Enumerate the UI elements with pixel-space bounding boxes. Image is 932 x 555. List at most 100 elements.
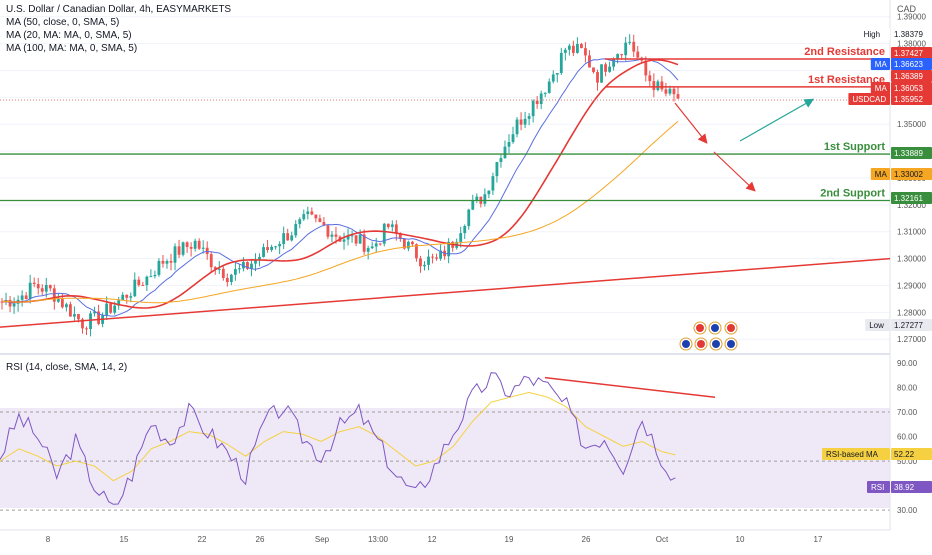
candle-body: [644, 60, 648, 76]
candle-body: [415, 244, 418, 259]
candle-body: [266, 247, 269, 250]
candle-body: [431, 256, 434, 258]
candle-body: [60, 298, 64, 308]
candle-body: [12, 303, 16, 307]
candle-body: [294, 224, 298, 236]
candle-body: [567, 45, 571, 50]
event-flags[interactable]: [679, 321, 738, 351]
candle-body: [531, 100, 535, 117]
level-label: 2nd Support: [820, 188, 885, 200]
candle-body: [555, 72, 559, 75]
time-tick-label: 12: [428, 535, 437, 544]
candle-body: [330, 234, 334, 237]
candle-body: [624, 42, 628, 56]
candle-body: [398, 233, 402, 239]
candle-body: [161, 260, 165, 264]
candle-body: [310, 211, 314, 215]
candle-body: [656, 81, 660, 91]
candle-body: [406, 241, 410, 249]
time-tick-label: Oct: [656, 535, 669, 544]
price-label-value: 1.37427: [894, 49, 923, 58]
candle-body: [471, 200, 475, 210]
event-flag-dot: [697, 340, 705, 348]
moving-averages: [1, 57, 679, 317]
arrow-up: [739, 98, 815, 142]
rsi-label-tag-bg: [867, 481, 890, 493]
candle-body: [318, 218, 322, 223]
price-label-bg: [891, 168, 932, 180]
candle-body: [209, 254, 213, 268]
candle-body: [97, 311, 100, 324]
candle-body: [52, 288, 56, 302]
candle-body: [201, 247, 205, 249]
candle-body: [334, 234, 338, 237]
candle-body: [77, 314, 80, 320]
candle-body: [20, 295, 24, 300]
rsi-label-value: 52.22: [894, 450, 915, 459]
candle-body: [225, 277, 229, 283]
candle-body: [254, 259, 257, 264]
candle-body: [246, 262, 249, 269]
candle-body: [427, 256, 430, 265]
candle-body: [141, 285, 145, 287]
candle-body: [423, 264, 426, 267]
candle-body: [527, 116, 531, 119]
candle-body: [459, 233, 463, 242]
candle-body: [596, 72, 599, 83]
event-flag-dot: [696, 324, 704, 332]
candle-body: [44, 284, 48, 292]
rsi-tick-label: 80.00: [897, 383, 918, 392]
candle-body: [117, 300, 121, 306]
legend-ma-20: MA (20, MA: MA, 0, SMA, 5): [6, 30, 132, 41]
price-label-value: 1.36053: [894, 84, 923, 93]
price-label-tag-bg: [848, 93, 890, 105]
candle-body: [286, 233, 290, 241]
candle-body: [411, 241, 414, 245]
candle-body: [69, 304, 72, 317]
candle-body: [475, 196, 479, 201]
arrow-down-1: [674, 102, 708, 144]
price-label-tag-bg: [870, 82, 890, 94]
rsi-tick-label: 70.00: [897, 408, 918, 417]
rsi-label-tag-bg: [822, 448, 890, 460]
candle-body: [157, 260, 161, 275]
price-tick-label: 1.35000: [897, 120, 926, 129]
rsi-label-bg: [891, 481, 932, 493]
candle-body: [370, 246, 374, 249]
time-tick-label: 13:00: [368, 535, 389, 544]
price-label-tag: MA: [875, 170, 888, 179]
level-label: 1st Resistance: [808, 74, 885, 86]
candle-body: [636, 51, 640, 58]
candle-body: [394, 224, 398, 234]
candle-body: [382, 223, 386, 244]
candle-body: [233, 269, 237, 275]
candle-body: [24, 295, 28, 300]
time-tick-label: 8: [46, 535, 51, 544]
price-label-bg: [891, 28, 932, 40]
candle-body: [306, 211, 310, 215]
rsi-line: [0, 372, 676, 505]
candle-body: [664, 89, 668, 94]
candle-body: [563, 49, 567, 53]
candle-body: [575, 44, 579, 53]
candle-body: [290, 235, 294, 241]
candle-body: [378, 243, 382, 245]
rsi-tick-label: 60.00: [897, 433, 918, 442]
candle-body: [105, 303, 109, 316]
candle-body: [608, 66, 611, 72]
candle-body: [539, 93, 543, 104]
candle-body: [28, 282, 32, 300]
event-flag-dot: [712, 340, 720, 348]
candle-body: [282, 233, 286, 245]
candle-body: [616, 54, 620, 60]
time-tick-label: 15: [120, 535, 129, 544]
price-label-tag-bg: [870, 168, 890, 180]
candle-body: [185, 242, 189, 247]
rsi-ma-line: [0, 391, 676, 482]
candle-body: [362, 234, 366, 252]
rsi-label-tag: RSI-based MA: [826, 450, 879, 459]
price-label-value: 1.27277: [894, 321, 923, 330]
candle-body: [551, 74, 555, 82]
candle-body: [177, 246, 181, 255]
